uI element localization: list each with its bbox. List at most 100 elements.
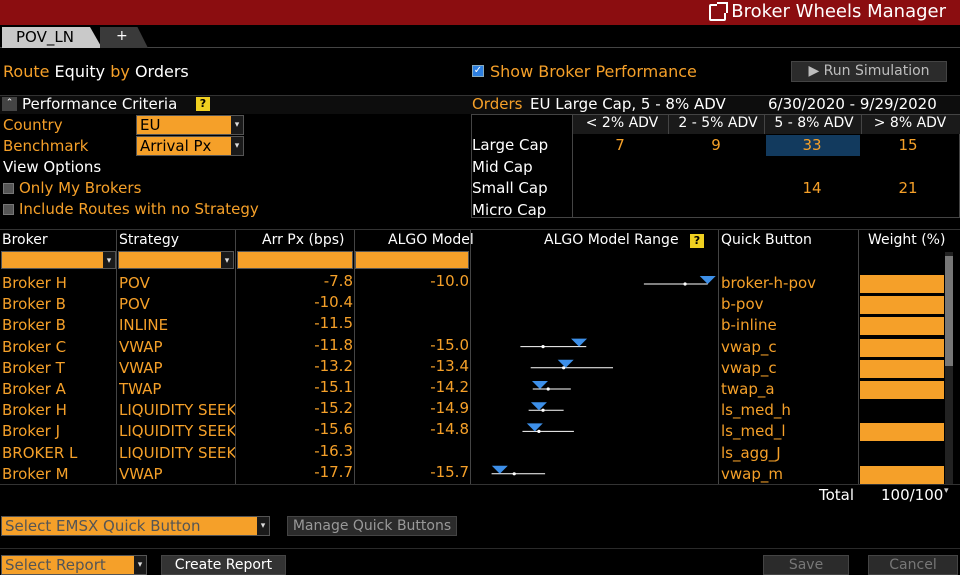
- tab-add[interactable]: +: [100, 27, 148, 48]
- col-arr-header[interactable]: Arr Px (bps): [262, 232, 345, 248]
- emsx-quick-button-select[interactable]: Select EMSX Quick Button ▾: [1, 516, 270, 536]
- algo-filter[interactable]: [355, 251, 469, 269]
- broker-cell[interactable]: Broker C: [2, 337, 67, 356]
- country-dropdown[interactable]: EU ▾: [136, 115, 244, 135]
- range-dot: [537, 429, 541, 433]
- route-by: by: [110, 62, 130, 81]
- col-quick-header[interactable]: Quick Button: [721, 232, 812, 248]
- adv-cell[interactable]: 7: [615, 136, 625, 154]
- route-by-value[interactable]: Orders: [134, 62, 189, 81]
- strategy-cell[interactable]: LIQUIDITY SEEK: [119, 443, 235, 462]
- adv-cell[interactable]: 15: [898, 136, 918, 154]
- range-triangle-marker: [526, 423, 543, 432]
- strategy-cell[interactable]: INLINE: [119, 316, 169, 335]
- broker-filter[interactable]: ▾: [1, 251, 116, 269]
- quick-button-cell[interactable]: b-inline: [721, 316, 777, 335]
- collapse-icon[interactable]: ⌃: [2, 97, 17, 111]
- weight-bar[interactable]: [860, 423, 944, 442]
- run-simulation-button[interactable]: ▶ Run Simulation: [791, 61, 947, 82]
- broker-cell[interactable]: Broker M: [2, 464, 69, 483]
- quick-button-cell[interactable]: ls_agg_J: [721, 443, 781, 462]
- arr-px-cell: -7.8: [323, 272, 353, 290]
- range-dot: [512, 472, 516, 476]
- external-window-icon[interactable]: [709, 2, 728, 21]
- adv-cell[interactable]: 9: [711, 136, 721, 154]
- scrollbar-track[interactable]: [945, 252, 953, 484]
- strategy-cell[interactable]: VWAP: [119, 337, 163, 356]
- only-my-brokers-checkbox[interactable]: [3, 183, 14, 194]
- report-select[interactable]: Select Report ▾: [1, 555, 147, 575]
- range-dot: [546, 387, 550, 391]
- strategy-cell[interactable]: LIQUIDITY SEEK: [119, 422, 235, 441]
- show-perf-label[interactable]: Show Broker Performance: [490, 62, 697, 81]
- weight-bar[interactable]: [860, 338, 944, 357]
- only-my-brokers-label[interactable]: Only My Brokers: [19, 179, 142, 197]
- weight-bar[interactable]: [860, 381, 944, 399]
- broker-cell[interactable]: Broker A: [2, 380, 66, 398]
- weight-bar[interactable]: [860, 296, 944, 315]
- adv-col-header: 2 - 5% ADV: [678, 115, 758, 131]
- benchmark-label: Benchmark: [3, 137, 89, 155]
- col-broker-header[interactable]: Broker: [2, 232, 48, 248]
- cancel-button[interactable]: Cancel: [868, 555, 958, 575]
- col-weight-header[interactable]: Weight (%): [868, 232, 946, 248]
- weight-bar[interactable]: [860, 275, 944, 293]
- total-label: Total: [819, 486, 855, 504]
- benchmark-dropdown[interactable]: Arrival Px ▾: [136, 136, 244, 156]
- column-divider: [354, 230, 355, 484]
- broker-cell[interactable]: Broker T: [2, 358, 65, 377]
- adv-cell[interactable]: 14: [802, 179, 822, 197]
- create-report-button[interactable]: Create Report: [161, 555, 286, 575]
- arr-filter[interactable]: [237, 251, 353, 269]
- orders-desc: EU Large Cap, 5 - 8% ADV: [530, 95, 726, 113]
- broker-cell[interactable]: Broker H: [2, 274, 67, 292]
- include-routes-label[interactable]: Include Routes with no Strategy: [19, 200, 259, 218]
- total-value: 100/100: [881, 486, 944, 504]
- range-dot: [541, 408, 545, 412]
- tab-pov-ln[interactable]: POV_LN: [2, 27, 102, 48]
- quick-button-cell[interactable]: vwap_m: [721, 464, 783, 483]
- weight-bar[interactable]: [860, 359, 944, 378]
- range-marker-group: [520, 338, 588, 349]
- range-marker-group: [522, 423, 574, 433]
- range-triangle-marker: [491, 465, 508, 474]
- adv-cell[interactable]: 33: [802, 136, 822, 154]
- col-algo-header[interactable]: ALGO Model: [388, 232, 474, 248]
- quick-button-cell[interactable]: b-pov: [721, 295, 764, 314]
- broker-cell[interactable]: Broker H: [2, 401, 67, 420]
- weight-bar[interactable]: [860, 465, 944, 484]
- quick-button-cell[interactable]: vwap_c: [721, 337, 777, 356]
- strategy-cell[interactable]: TWAP: [119, 380, 162, 398]
- strategy-filter[interactable]: ▾: [118, 251, 234, 269]
- strategy-cell[interactable]: VWAP: [119, 464, 163, 483]
- quick-button-cell[interactable]: vwap_c: [721, 358, 777, 377]
- quick-button-cell[interactable]: ls_med_h: [721, 401, 791, 420]
- chevron-down-icon[interactable]: ▾: [944, 486, 949, 496]
- quick-button-cell[interactable]: ls_med_l: [721, 422, 786, 441]
- scrollbar-thumb[interactable]: [945, 256, 953, 366]
- help-icon[interactable]: ?: [196, 97, 210, 111]
- quick-button-cell[interactable]: twap_a: [721, 380, 775, 398]
- broker-cell[interactable]: BROKER L: [2, 443, 78, 462]
- range-help-icon[interactable]: ?: [690, 234, 704, 248]
- route-asset[interactable]: Equity: [54, 62, 106, 81]
- show-perf-checkbox[interactable]: ✓: [472, 65, 484, 77]
- strategy-cell[interactable]: LIQUIDITY SEEK: [119, 401, 235, 420]
- strategy-cell[interactable]: POV: [119, 274, 150, 292]
- range-triangle-marker: [699, 276, 716, 284]
- save-button[interactable]: Save: [763, 555, 849, 575]
- weight-bar[interactable]: [860, 317, 944, 336]
- strategy-cell[interactable]: POV: [119, 295, 150, 314]
- range-dot: [562, 366, 566, 370]
- quick-button-cell[interactable]: broker-h-pov: [721, 274, 817, 292]
- adv-row-label: Mid Cap: [472, 157, 533, 176]
- col-strategy-header[interactable]: Strategy: [119, 232, 179, 248]
- manage-quick-buttons-button[interactable]: Manage Quick Buttons: [287, 516, 457, 536]
- broker-cell[interactable]: Broker B: [2, 316, 66, 335]
- broker-cell[interactable]: Broker J: [2, 422, 61, 441]
- strategy-cell[interactable]: VWAP: [119, 358, 163, 377]
- adv-cell[interactable]: 21: [898, 179, 918, 197]
- include-routes-checkbox[interactable]: [3, 204, 14, 215]
- broker-cell[interactable]: Broker B: [2, 295, 66, 314]
- column-divider: [470, 230, 471, 484]
